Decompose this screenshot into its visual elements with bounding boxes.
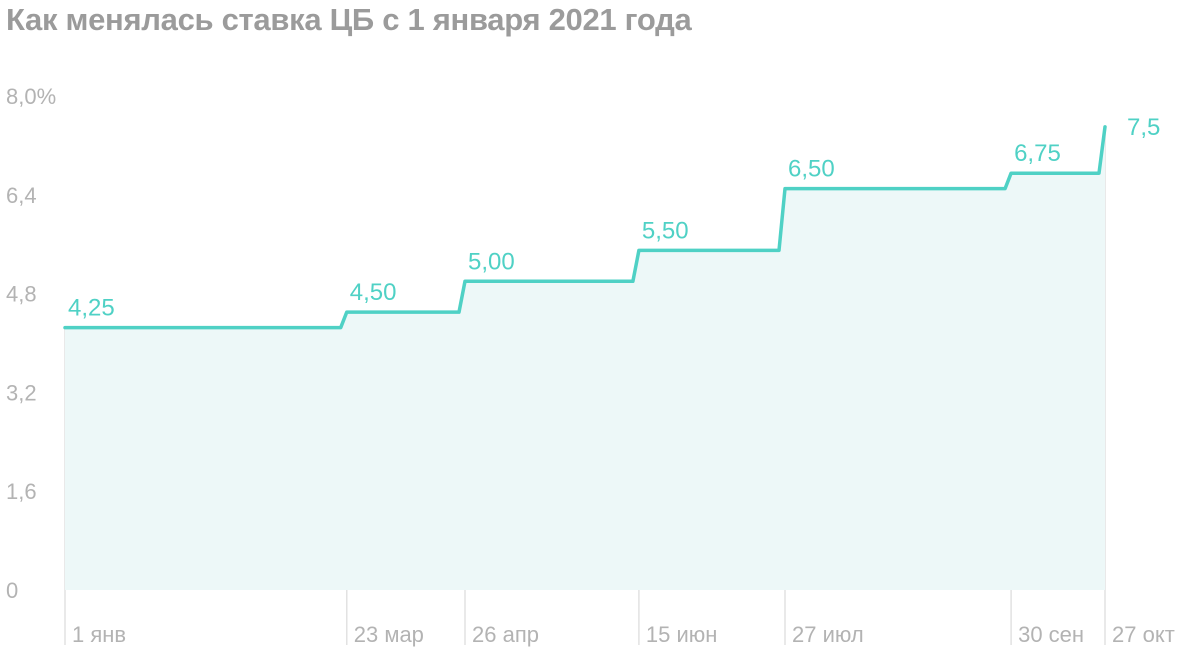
y-tick-label: 8,0% [6,84,56,109]
x-axis-ticks: 1 янв 23 мар 26 апр 15 июн 27 июл 30 сен 27 ок… [72,622,1175,647]
value-label: 7,5 [1127,114,1160,141]
y-tick-label: 4,8 [6,282,37,307]
y-tick-label: 6,4 [6,183,37,208]
value-label: 4,25 [68,295,115,322]
x-tick-label: 27 июл [792,622,864,647]
x-tick-label: 1 янв [72,622,126,647]
data-labels: 4,25 4,50 5,00 5,50 6,50 6,75 7,5 [68,114,1160,322]
value-label: 5,50 [642,217,689,244]
y-tick-label: 0 [6,578,18,603]
y-axis-ticks: 0 1,6 3,2 4,8 6,4 8,0% [6,84,56,603]
chart-title: Как менялась ставка ЦБ с 1 января 2021 г… [6,2,692,37]
value-label: 4,50 [350,279,397,306]
x-tick-label: 30 сен [1018,622,1084,647]
value-label: 6,50 [788,156,835,183]
y-tick-label: 3,2 [6,380,37,405]
x-tick-label: 23 мар [354,622,424,647]
y-tick-label: 1,6 [6,479,37,504]
value-label: 5,00 [468,248,515,275]
value-label: 6,75 [1014,140,1061,167]
rate-step-line [63,125,1107,330]
rate-area-fill [65,126,1105,590]
x-tick-label: 15 июн [646,622,718,647]
x-tick-label: 27 окт [1112,622,1175,647]
x-tick-label: 26 апр [472,622,539,647]
